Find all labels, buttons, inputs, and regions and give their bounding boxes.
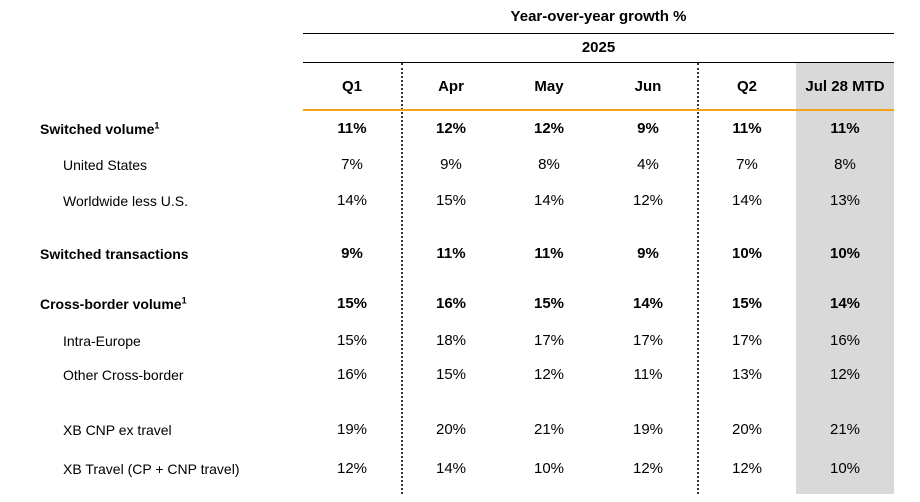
table-cell: 15%: [533, 295, 565, 312]
table-cell: 12%: [829, 366, 861, 383]
row-label-text: Worldwide less U.S.: [63, 193, 189, 209]
table-cell: 12%: [731, 460, 763, 477]
table-cell: 11%: [337, 120, 367, 137]
table-cell: 21%: [533, 421, 565, 438]
table-cell: 15%: [336, 295, 368, 312]
column-header: Q1: [341, 78, 362, 95]
column-header: Jul 28 MTD: [805, 78, 885, 95]
row-label-text: Switched volume: [40, 121, 155, 137]
table-cell: 19%: [632, 421, 664, 438]
table-cell: 9%: [341, 245, 363, 262]
table-cell: 8%: [538, 156, 560, 173]
table-cell: 4%: [637, 156, 659, 173]
table-cell: 10%: [829, 460, 861, 477]
table-cell: 20%: [731, 421, 763, 438]
table-cell: 12%: [435, 120, 467, 137]
year-header: 2025: [581, 39, 616, 56]
row-label-text: XB Travel (CP + CNP travel): [63, 461, 240, 477]
table-cell: 13%: [829, 192, 861, 209]
table-cell: 12%: [533, 366, 565, 383]
table-cell: 14%: [336, 192, 368, 209]
column-separator-q1: [401, 63, 403, 494]
row-label-text: Switched transactions: [40, 246, 189, 262]
row-label: Worldwide less U.S.: [63, 190, 188, 212]
table-cell: 11%: [732, 120, 762, 137]
row-label-text: United States: [63, 157, 148, 173]
table-cell: 16%: [829, 332, 861, 349]
table-cell: 10%: [731, 245, 763, 262]
table-cell: 11%: [830, 120, 860, 137]
table-cell: 9%: [637, 120, 659, 137]
table-cell: 12%: [632, 192, 664, 209]
row-label: United States: [63, 154, 147, 176]
table-cell: 14%: [829, 295, 861, 312]
column-header: Apr: [438, 78, 464, 95]
highlight-column-shading: [796, 63, 894, 494]
row-label: Other Cross-border: [63, 364, 184, 386]
row-label: Intra-Europe: [63, 330, 141, 352]
row-label-text: Cross-border volume: [40, 296, 182, 312]
row-label: XB CNP ex travel: [63, 419, 172, 441]
table-cell: 14%: [632, 295, 664, 312]
table-cell: 12%: [533, 120, 565, 137]
footnote-marker: 1: [181, 295, 187, 306]
table-cell: 7%: [736, 156, 758, 173]
table-cell: 14%: [533, 192, 565, 209]
table-cell: 19%: [336, 421, 368, 438]
table-cell: 12%: [336, 460, 368, 477]
table-cell: 18%: [435, 332, 467, 349]
table-cell: 7%: [341, 156, 363, 173]
table-cell: 16%: [336, 366, 368, 383]
table-cell: 20%: [435, 421, 467, 438]
row-label-text: Other Cross-border: [63, 367, 184, 383]
row-label: Switched volume1: [40, 118, 159, 140]
table-cell: 17%: [731, 332, 763, 349]
table-cell: 16%: [435, 295, 467, 312]
table-cell: 8%: [834, 156, 856, 173]
row-label-text: Intra-Europe: [63, 333, 141, 349]
table-cell: 10%: [829, 245, 861, 262]
table-cell: 15%: [336, 332, 368, 349]
table-cell: 15%: [435, 366, 467, 383]
table-cell: 21%: [829, 421, 861, 438]
table-cell: 11%: [436, 245, 466, 262]
table-cell: 9%: [637, 245, 659, 262]
table-cell: 12%: [632, 460, 664, 477]
column-separator-q2: [697, 63, 699, 494]
column-header: Q2: [736, 78, 757, 95]
table-cell: 15%: [435, 192, 467, 209]
table-cell: 17%: [533, 332, 565, 349]
column-header: Jun: [634, 78, 662, 95]
table-cell: 11%: [633, 366, 663, 383]
table-cell: 10%: [533, 460, 565, 477]
table-cell: 17%: [632, 332, 664, 349]
column-header: May: [534, 78, 564, 95]
row-label: Cross-border volume1: [40, 293, 187, 315]
row-label: XB Travel (CP + CNP travel): [63, 458, 239, 480]
year-rule: [303, 62, 894, 63]
table-title: Year-over-year growth %: [510, 8, 687, 25]
row-label: Switched transactions: [40, 243, 189, 265]
table-cell: 15%: [731, 295, 763, 312]
footnote-marker: 1: [154, 120, 160, 131]
row-label-text: XB CNP ex travel: [63, 422, 172, 438]
table-cell: 13%: [731, 366, 763, 383]
title-rule: [303, 33, 894, 34]
header-rule: [303, 109, 894, 111]
table-cell: 11%: [534, 245, 564, 262]
table-cell: 9%: [440, 156, 462, 173]
table-cell: 14%: [435, 460, 467, 477]
table-cell: 14%: [731, 192, 763, 209]
